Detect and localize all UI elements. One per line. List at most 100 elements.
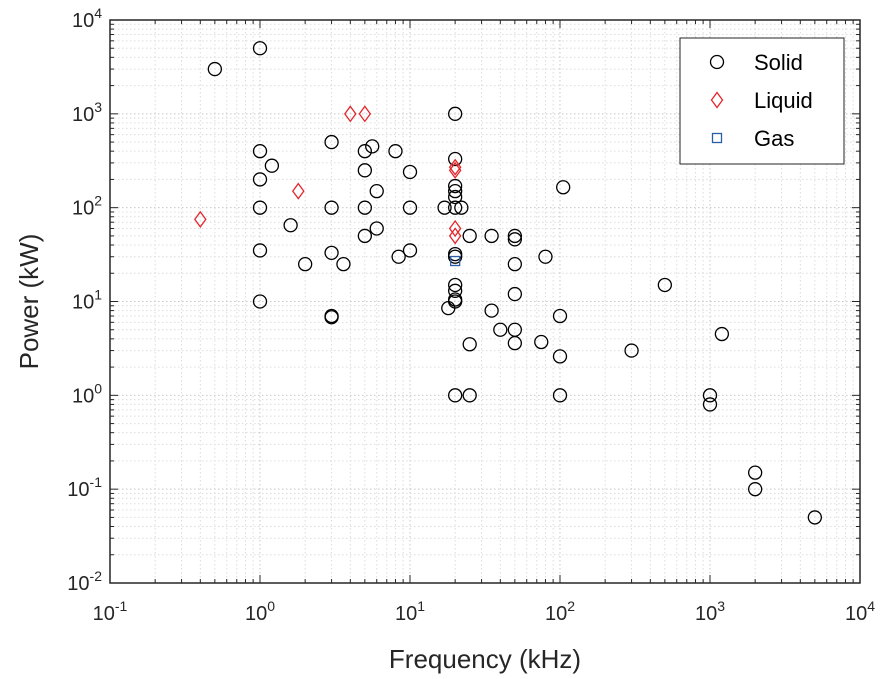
solid-point [507, 232, 522, 247]
solid-point [462, 228, 477, 244]
liquid-series [194, 105, 462, 245]
y-tick-label: 102 [72, 193, 102, 220]
solid-point [448, 283, 463, 298]
liquid-point [194, 210, 207, 228]
solid-point [402, 164, 418, 180]
legend-label-liquid: Liquid [754, 88, 813, 113]
x-tick-label: 104 [845, 598, 875, 625]
x-tick-label: 101 [395, 598, 425, 625]
solid-point [298, 257, 313, 272]
solid-point [462, 337, 477, 352]
solid-point [324, 245, 339, 260]
solid-point [807, 510, 822, 525]
liquid-point [358, 105, 372, 123]
y-tick-label: 10-2 [67, 568, 102, 595]
solid-point [402, 200, 418, 215]
solid-point [534, 334, 549, 350]
solid-point [252, 294, 268, 309]
solid-point [448, 106, 463, 121]
solid-point [357, 200, 372, 215]
solid-point [507, 257, 522, 272]
solid-point [507, 335, 522, 351]
legend-marker-gas [711, 132, 723, 144]
solid-point [437, 200, 452, 215]
solid-point [369, 183, 384, 199]
y-tick-label: 10-1 [67, 474, 102, 501]
x-tick-labels: 10-1 100 101 102 103 104 [93, 598, 876, 625]
solid-point [714, 326, 730, 342]
solid-point [207, 61, 222, 77]
solid-point [448, 178, 463, 194]
solid-point [324, 200, 339, 215]
solid-point [552, 308, 568, 324]
y-tick-label: 104 [72, 5, 102, 32]
solid-point [538, 249, 553, 264]
solid-point [448, 388, 463, 403]
solid-point [748, 482, 763, 497]
solid-point [357, 163, 372, 178]
solid-point [448, 183, 463, 199]
solid-point [552, 388, 568, 403]
solid-point [462, 388, 477, 403]
x-axis-label: Frequency (kHz) [389, 644, 581, 674]
solid-point [448, 249, 463, 264]
solid-point [454, 200, 469, 215]
solid-point [252, 172, 268, 187]
liquid-point [291, 182, 305, 200]
solid-point [624, 343, 639, 358]
solid-point [252, 41, 268, 56]
liquid-point [448, 227, 462, 245]
solid-point [702, 388, 718, 403]
gas-series [450, 255, 461, 267]
solid-point [748, 465, 763, 480]
solid-point [702, 397, 718, 412]
liquid-point [448, 219, 462, 238]
solid-point [324, 134, 339, 150]
solid-point [484, 228, 499, 244]
data-points [194, 41, 822, 525]
legend-box [679, 37, 845, 165]
solid-point [324, 310, 339, 325]
solid-point [448, 151, 463, 167]
solid-point [448, 200, 463, 215]
legend-marker-solid [709, 54, 725, 70]
solid-point [264, 158, 280, 173]
solid-point [507, 286, 522, 302]
axis-ticks [109, 20, 860, 584]
y-tick-labels: 10-2 10-1 100 101 102 103 104 [67, 5, 102, 595]
solid-point [448, 189, 463, 205]
gas-point [450, 255, 461, 267]
solid-series [207, 41, 822, 525]
legend-label-solid: Solid [754, 50, 803, 75]
x-tick-label: 10-1 [93, 598, 128, 625]
solid-point [252, 200, 268, 215]
y-axis-label: Power (kW) [14, 234, 44, 370]
y-tick-label: 101 [72, 287, 102, 314]
solid-point [556, 180, 571, 195]
legend: Solid Liquid Gas [679, 37, 845, 165]
solid-point [252, 243, 268, 258]
x-tick-label: 100 [245, 598, 275, 625]
solid-point [357, 228, 372, 244]
solid-point [357, 144, 372, 159]
solid-point [657, 277, 672, 293]
y-tick-label: 103 [72, 99, 102, 126]
x-tick-label: 102 [545, 598, 575, 625]
solid-point [552, 349, 568, 364]
solid-point [388, 144, 403, 159]
solid-point [484, 303, 499, 318]
solid-point [493, 322, 508, 337]
x-tick-label: 103 [695, 598, 725, 625]
solid-point [252, 144, 268, 159]
liquid-point [448, 161, 462, 179]
liquid-point [448, 158, 462, 176]
liquid-point [344, 105, 357, 123]
legend-label-gas: Gas [754, 126, 794, 151]
solid-point [283, 218, 298, 233]
solid-point [365, 139, 380, 154]
solid-point [369, 221, 384, 236]
y-tick-label: 100 [72, 380, 102, 407]
solid-point [391, 249, 406, 264]
solid-point [448, 294, 463, 309]
